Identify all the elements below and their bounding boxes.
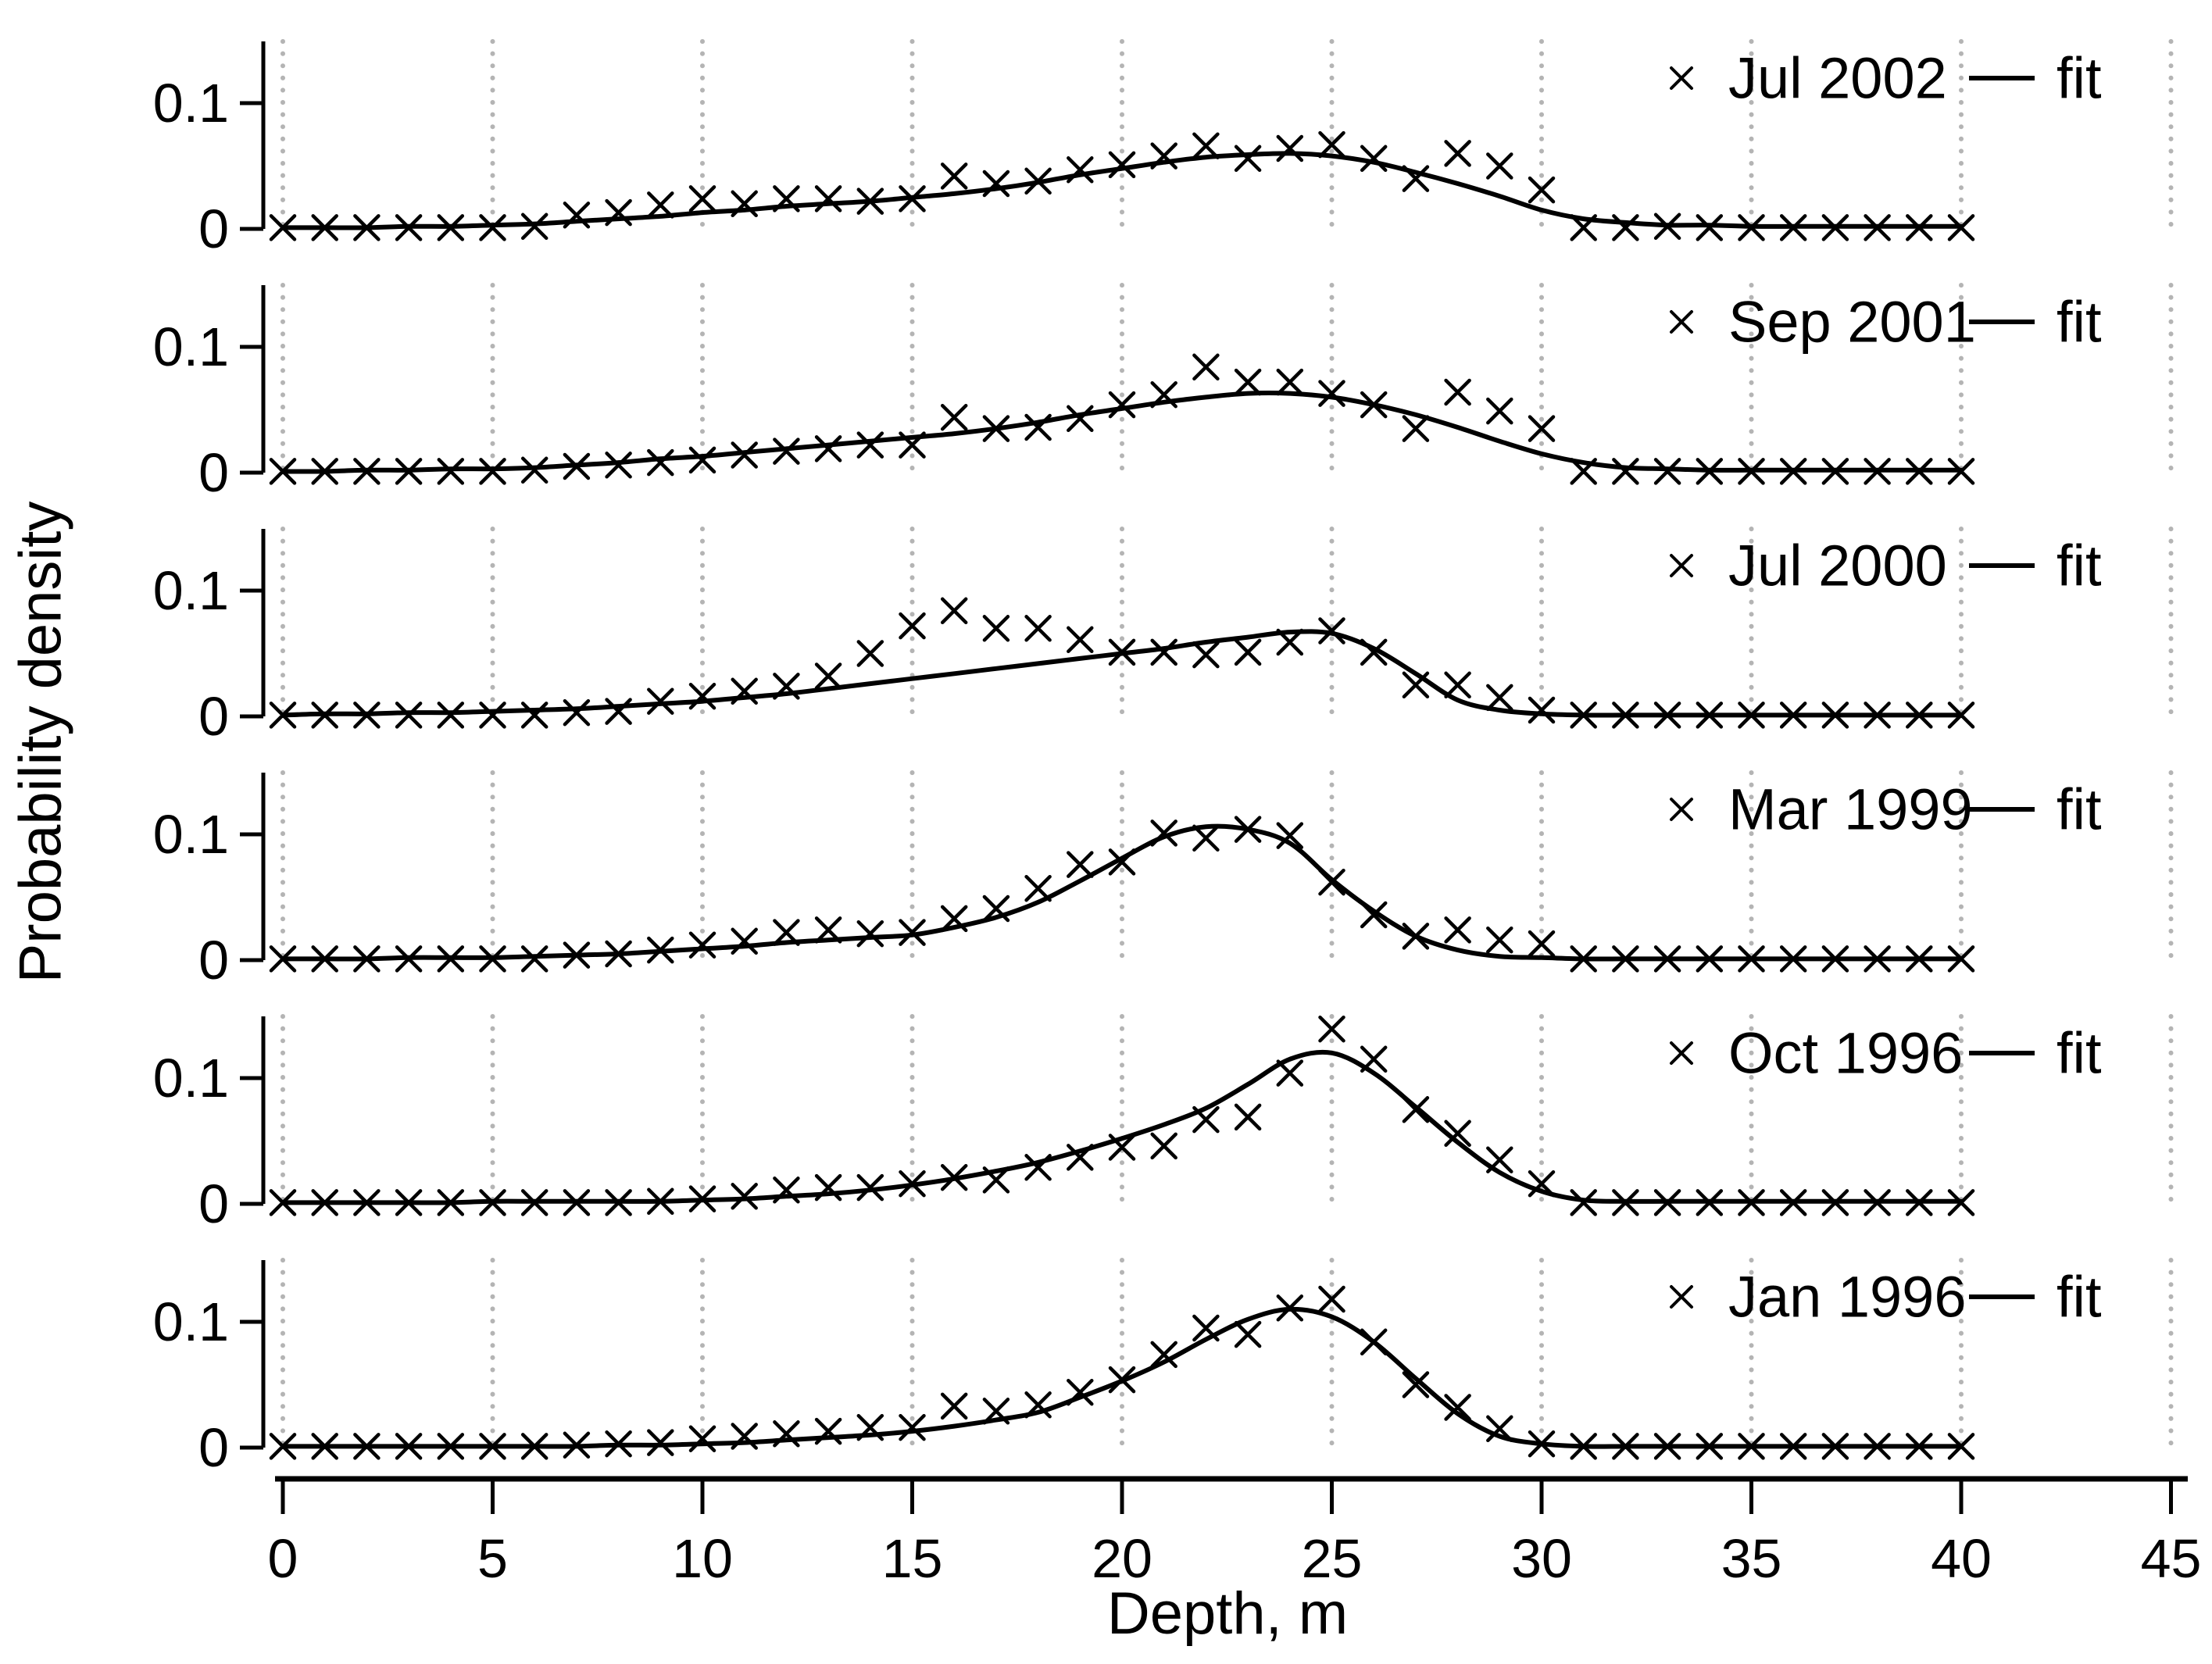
legend-series-label: Jul 2002	[1728, 46, 1947, 111]
legend-fit-label: fit	[2057, 1265, 2102, 1330]
legend-fit-label: fit	[2057, 290, 2102, 355]
legend-series-label: Sep 2001	[1728, 290, 1976, 355]
y-axis-label: Probability density	[7, 501, 74, 984]
y-axis-tick-label: 0.1	[153, 804, 229, 865]
legend-marker-icon	[1670, 1285, 1693, 1309]
fit-line	[281, 151, 1964, 230]
y-axis-tick-label: 0.1	[153, 1048, 229, 1109]
x-axis-tick-label: 25	[1302, 1528, 1363, 1589]
x-axis-tick-label: 5	[477, 1528, 508, 1589]
fit-line	[281, 391, 1964, 474]
x-axis-label: Depth, m	[1106, 1580, 1349, 1647]
y-axis-tick-label: 0.1	[153, 73, 229, 134]
legend-marker-icon	[1670, 310, 1693, 334]
panel-sep-2001: 0 0.1 Sep 2001 fit	[153, 283, 2174, 503]
y-axis-tick-label: 0	[198, 930, 229, 991]
legend-series-label: Mar 1999	[1728, 777, 1973, 842]
legend: Sep 2001 fit	[1670, 290, 2102, 355]
legend: Mar 1999 fit	[1670, 777, 2102, 842]
panel-jan-1996: 0 0.1 Jan 1996 fit	[153, 1258, 2174, 1478]
legend-fit-label: fit	[2057, 534, 2102, 598]
y-axis-tick-label: 0	[198, 442, 229, 503]
legend-marker-icon	[1670, 554, 1693, 577]
legend: Oct 1996 fit	[1670, 1021, 2102, 1086]
panel-oct-1996: 0 0.1 Oct 1996 fit	[153, 1014, 2174, 1234]
x-axis-tick-label: 40	[1931, 1528, 1992, 1589]
legend-series-label: Oct 1996	[1728, 1021, 1963, 1086]
legend-fit-label: fit	[2057, 46, 2102, 111]
legend: Jul 2000 fit	[1670, 534, 2102, 598]
x-axis-tick-label: 10	[672, 1528, 733, 1589]
x-axis-tick-label: 45	[2141, 1528, 2202, 1589]
y-axis-tick-label: 0	[198, 1417, 229, 1478]
fit-line	[281, 1049, 1964, 1205]
legend-fit-label: fit	[2057, 1021, 2102, 1086]
fit-line	[281, 823, 1964, 962]
y-axis-tick-label: 0.1	[153, 560, 229, 621]
y-axis-tick-label: 0	[198, 686, 229, 747]
data-points	[269, 597, 1975, 729]
panel-mar-1999: 0 0.1 Mar 1999 fit	[153, 770, 2174, 991]
y-axis-tick-label: 0	[198, 198, 229, 259]
x-axis: 0 5 10 15 20 25 30 35 40 45	[268, 1476, 2202, 1589]
legend-marker-icon	[1670, 1041, 1693, 1065]
x-axis-tick-label: 30	[1511, 1528, 1572, 1589]
data-points	[269, 816, 1975, 973]
x-axis-tick-label: 15	[882, 1528, 943, 1589]
data-points	[269, 353, 1975, 485]
x-axis-tick-label: 0	[268, 1528, 298, 1589]
legend-marker-icon	[1670, 798, 1693, 821]
legend: Jul 2002 fit	[1670, 46, 2102, 111]
data-points	[269, 1015, 1975, 1216]
legend-marker-icon	[1670, 66, 1693, 90]
y-axis-tick-label: 0	[198, 1173, 229, 1234]
y-axis-tick-label: 0.1	[153, 1291, 229, 1352]
legend-series-label: Jan 1996	[1728, 1265, 1967, 1330]
legend: Jan 1996 fit	[1670, 1265, 2102, 1330]
y-axis-tick-label: 0.1	[153, 316, 229, 377]
legend-series-label: Jul 2000	[1728, 534, 1947, 598]
x-axis-tick-label: 35	[1721, 1528, 1782, 1589]
legend-fit-label: fit	[2057, 777, 2102, 842]
data-points	[269, 1285, 1975, 1460]
panel-jul-2002: 0 0.1 Jul 2002 fit	[153, 39, 2174, 259]
data-points	[269, 130, 1975, 241]
x-axis-tick-label: 20	[1092, 1528, 1152, 1589]
panel-jul-2000: 0 0.1 Jul 2000 fit	[153, 527, 2174, 747]
